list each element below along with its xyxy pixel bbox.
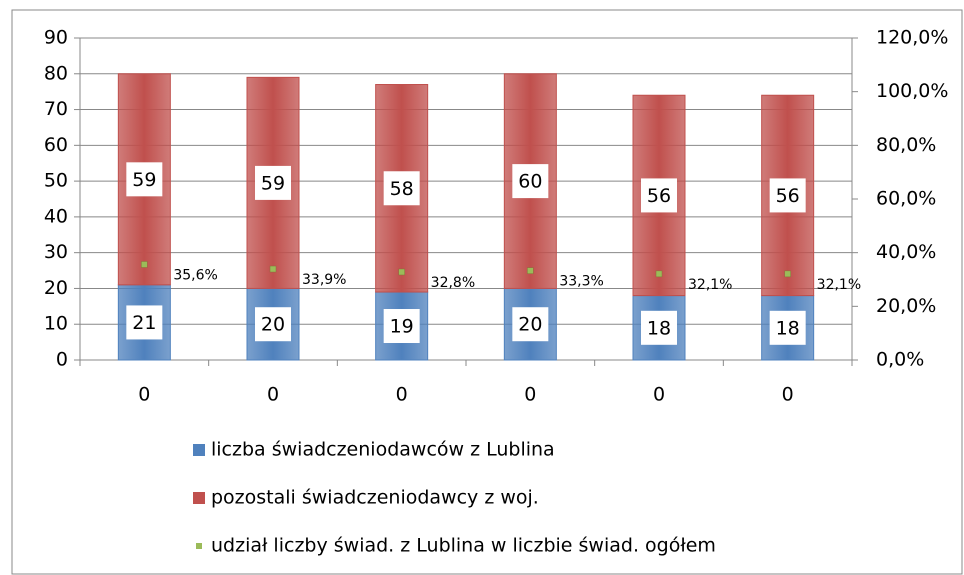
- x-tick-label: 0: [267, 384, 279, 406]
- value-label-box: [126, 162, 163, 197]
- y2-tick-label: 120,0%: [876, 27, 948, 49]
- value-label: 60: [518, 171, 542, 193]
- x-tick-label: 0: [782, 384, 794, 406]
- x-tick-label: 0: [524, 384, 536, 406]
- x-tick-label: 0: [653, 384, 665, 406]
- value-label: 56: [647, 185, 671, 207]
- value-label: 32,1%: [817, 277, 861, 293]
- value-label: 18: [647, 317, 671, 339]
- value-label-box: [383, 309, 420, 344]
- marker: [784, 270, 791, 278]
- value-label: 20: [518, 314, 542, 336]
- value-label: 35,6%: [173, 267, 217, 283]
- value-label: 33,9%: [302, 272, 346, 288]
- y2-tick-label: 80,0%: [876, 134, 936, 156]
- value-label: 21: [132, 312, 156, 334]
- value-label: 33,3%: [559, 274, 603, 290]
- value-label-box: [769, 178, 806, 213]
- value-label-box: [126, 305, 163, 340]
- legend-swatch: [196, 543, 202, 549]
- value-label-box: [641, 310, 677, 345]
- legend-swatch: [193, 492, 205, 504]
- legend-label: udział liczby świad. z Lublina w liczbie…: [211, 535, 716, 557]
- value-label: 59: [132, 169, 156, 191]
- y-tick-label: 60: [44, 134, 68, 156]
- value-label-box: [512, 307, 549, 342]
- marker: [655, 270, 663, 278]
- y-tick-label: 50: [44, 170, 68, 192]
- y2-tick-label: 0,0%: [876, 349, 924, 371]
- x-tick-label: 0: [396, 384, 408, 406]
- y-tick-label: 40: [44, 205, 68, 227]
- x-tick-label: 0: [138, 384, 150, 406]
- legend-label: pozostali świadczeniodawcy z woj.: [211, 487, 539, 509]
- value-label: 56: [776, 185, 800, 207]
- marker: [269, 265, 277, 273]
- y-tick-label: 30: [44, 241, 68, 263]
- value-label: 58: [390, 178, 414, 200]
- y-tick-label: 10: [44, 313, 68, 335]
- legend-swatch: [193, 444, 205, 456]
- value-label-box: [255, 165, 291, 200]
- marker: [527, 267, 534, 274]
- y2-tick-label: 40,0%: [876, 241, 936, 263]
- value-label-box: [383, 171, 420, 206]
- value-label-box: [769, 310, 806, 345]
- marker: [141, 261, 148, 268]
- value-label: 32,1%: [688, 277, 732, 293]
- value-label-box: [641, 178, 677, 213]
- y-tick-label: 70: [44, 98, 68, 120]
- value-label: 59: [261, 172, 285, 194]
- value-label: 19: [390, 316, 414, 338]
- marker: [398, 268, 405, 276]
- y-tick-label: 80: [44, 62, 68, 84]
- y2-tick-label: 20,0%: [876, 295, 936, 317]
- value-label: 32,8%: [431, 275, 475, 291]
- value-label: 20: [261, 314, 285, 336]
- y-tick-label: 0: [56, 349, 68, 371]
- y2-tick-label: 60,0%: [876, 188, 936, 210]
- value-label-box: [512, 164, 549, 199]
- value-label: 18: [776, 317, 800, 339]
- y2-tick-label: 100,0%: [876, 80, 948, 102]
- y-tick-label: 20: [44, 277, 68, 299]
- y-tick-label: 90: [44, 27, 68, 49]
- value-label-box: [255, 307, 291, 342]
- legend-label: liczba świadczeniodawców z Lublina: [211, 439, 555, 461]
